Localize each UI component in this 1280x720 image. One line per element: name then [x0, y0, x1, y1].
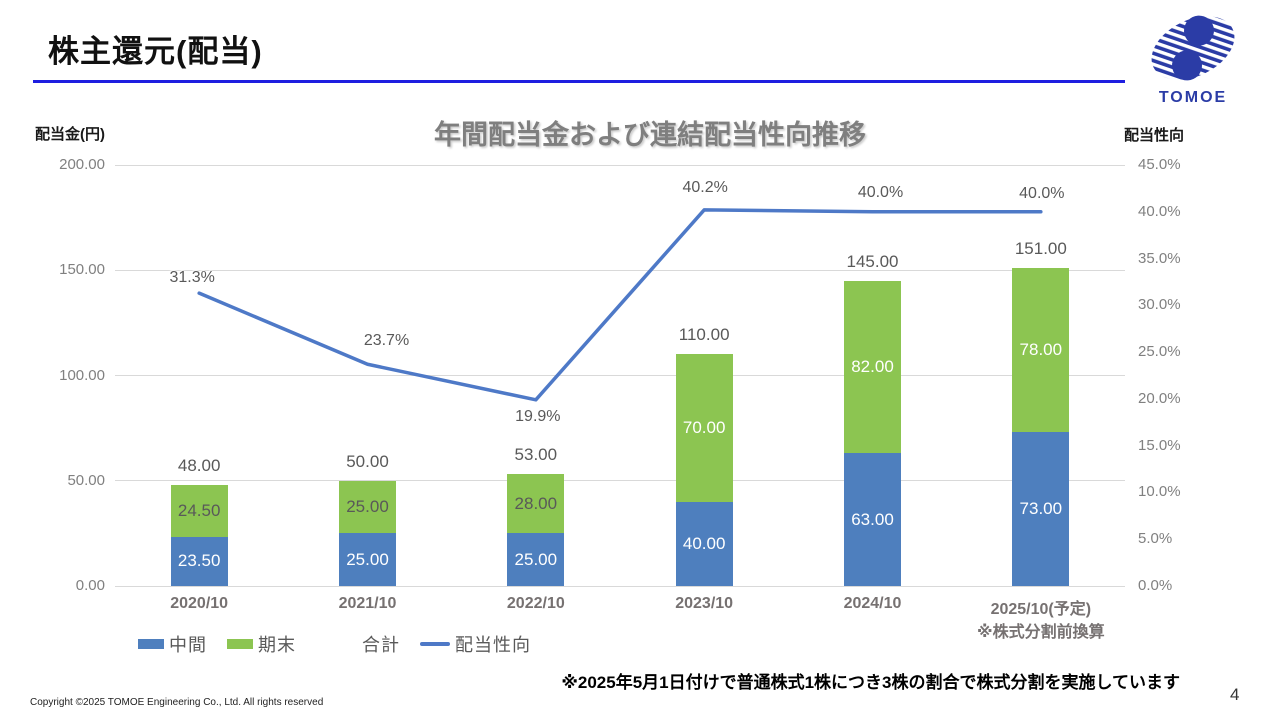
bar-total-label: 145.00 [846, 251, 899, 271]
bar-value-interim: 25.00 [514, 549, 558, 569]
right-axis-tick: 20.0% [1138, 389, 1181, 407]
gridline [115, 375, 1125, 376]
legend-label: 期末 [258, 635, 296, 655]
legend-item-1: 中間 [138, 631, 207, 657]
stock-split-footnote: ※2025年5月1日付けで普通株式1株につき3株の割合で株式分割を実施しています [561, 673, 1180, 692]
bar-total-label: 48.00 [177, 455, 221, 475]
bar-segment-yearend [507, 474, 565, 534]
bar-segment-yearend [339, 480, 396, 534]
left-axis-tick: 0.00 [75, 577, 105, 594]
copyright-text: Copyright ©2025 TOMOE Engineering Co., L… [30, 697, 324, 708]
x-axis-footnote: ※株式分割前換算 [977, 624, 1105, 641]
x-axis-label: 2023/10 [675, 595, 734, 612]
right-axis-tick: 10.0% [1138, 483, 1181, 501]
line-value-label: 23.7% [363, 332, 410, 350]
x-axis-label: 2021/10 [338, 595, 397, 612]
title-underline [33, 80, 1125, 83]
bar-total-label: 53.00 [514, 445, 558, 465]
x-axis-label: 2025/10(予定) [990, 601, 1092, 618]
right-axis-tick: 25.0% [1138, 343, 1181, 361]
x-axis-label: 2022/10 [506, 595, 565, 612]
bar-value-interim: 73.00 [1019, 499, 1063, 519]
chart-legend: 中間 期末 合計 配当性向 [138, 631, 551, 657]
legend-line-icon [420, 642, 450, 646]
bar-segment-interim [170, 536, 228, 586]
right-axis-title: 配当性向 [1124, 127, 1185, 144]
bar-total-label: 151.00 [1014, 239, 1067, 259]
bar-value-interim: 63.00 [851, 509, 894, 529]
left-axis-title: 配当金(円) [35, 126, 105, 143]
bar-value-interim: 25.00 [346, 549, 389, 569]
gridline [115, 164, 1125, 166]
gridline [115, 269, 1125, 271]
left-axis-tick: 50.00 [67, 471, 105, 489]
line-value-label: 40.0% [1019, 184, 1065, 202]
line-value-label: 40.2% [682, 178, 728, 196]
bar-value-yearend: 28.00 [514, 493, 558, 513]
gridline [115, 480, 1125, 482]
right-axis-tick: 30.0% [1138, 296, 1181, 314]
page-number: 4 [1230, 685, 1240, 704]
bar-segment-yearend [170, 484, 228, 537]
bar-segment-interim [1012, 432, 1070, 586]
left-axis-tick: 150.00 [59, 261, 105, 279]
right-axis-tick: 40.0% [1138, 202, 1181, 220]
bar-value-yearend: 78.00 [1019, 340, 1063, 360]
left-axis-tick: 200.00 [59, 156, 105, 173]
chart-title: 年間配当金および連結配当性向推移 [434, 120, 866, 150]
right-axis-tick: 45.0% [1138, 156, 1181, 173]
right-axis-tick: 5.0% [1138, 530, 1173, 548]
tomoe-logo: TOMOE [1143, 8, 1243, 107]
right-axis-tick: 0.0% [1138, 577, 1173, 594]
bar-segment-interim [675, 501, 733, 586]
tomoe-logo-icon [1151, 15, 1235, 81]
bar-value-yearend: 24.50 [177, 500, 221, 520]
bar-segment-interim [507, 533, 565, 586]
gridline [115, 585, 1125, 587]
legend-swatch-icon [138, 639, 164, 649]
line-value-label: 19.9% [515, 407, 561, 425]
bar-value-yearend: 25.00 [346, 497, 389, 517]
logo-wordmark: TOMOE [1158, 89, 1228, 106]
bar-value-yearend: 82.00 [851, 357, 894, 377]
legend-label: 中間 [169, 635, 207, 655]
bar-value-interim: 23.50 [177, 551, 221, 571]
right-axis-tick: 15.0% [1138, 436, 1181, 454]
legend-label: 配当性向 [455, 635, 531, 655]
page-title: 株主還元(配当) [48, 34, 263, 69]
bar-total-label: 50.00 [346, 451, 389, 471]
bar-segment-interim [339, 533, 396, 586]
legend-item-3: 合計 [362, 631, 400, 657]
legend-item-4: 配当性向 [420, 631, 531, 657]
legend-item-2: 期末 [227, 631, 296, 657]
legend-label: 合計 [362, 635, 400, 655]
left-axis-tick: 100.00 [59, 366, 105, 384]
line-value-label: 40.0% [857, 183, 904, 201]
right-axis-tick: 35.0% [1138, 249, 1181, 267]
line-value-label: 31.3% [169, 269, 215, 287]
x-axis-label: 2020/10 [170, 595, 229, 612]
bar-value-interim: 40.00 [682, 533, 726, 553]
bar-segment-interim [844, 453, 901, 586]
bar-total-label: 110.00 [678, 325, 730, 345]
legend-swatch-icon [227, 639, 253, 649]
x-axis-label: 2024/10 [843, 595, 902, 612]
bar-value-yearend: 70.00 [682, 418, 726, 438]
